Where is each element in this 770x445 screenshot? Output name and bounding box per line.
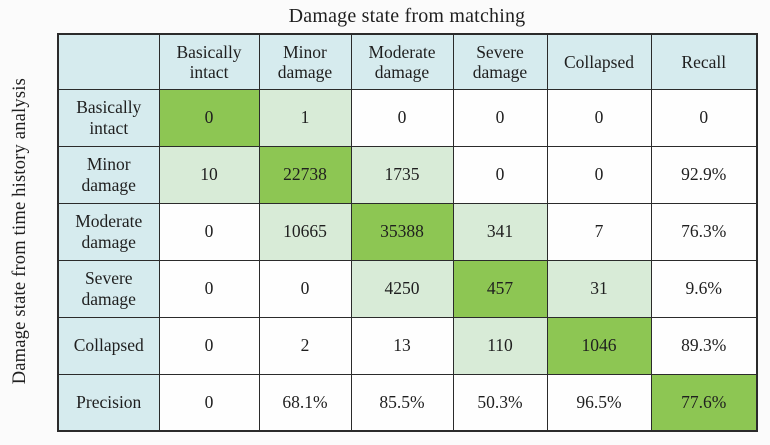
table-row: Minor damage 10 22738 1735 0 0 92.9%	[57, 145, 758, 204]
table-row: Basically intact 0 1 0 0 0 0	[57, 88, 758, 147]
matrix-cell: 10665	[258, 202, 352, 261]
row-header: Minor damage	[57, 145, 160, 204]
precision-cell: 85.5%	[350, 373, 454, 432]
matrix-cell: 0	[158, 259, 260, 318]
matrix-cell: 4250	[350, 259, 454, 318]
column-header: Collapsed	[546, 33, 652, 90]
matrix-cell: 0	[158, 316, 260, 375]
column-header: Moderate damage	[350, 33, 454, 90]
precision-cell: 96.5%	[546, 373, 652, 432]
matrix-cell: 0	[158, 202, 260, 261]
matrix-cell: 7	[546, 202, 652, 261]
matrix-cell: 457	[452, 259, 548, 318]
matrix-cell: 0	[158, 88, 260, 147]
recall-cell: 9.6%	[650, 259, 758, 318]
precision-cell: 50.3%	[452, 373, 548, 432]
matrix-cell: 13	[350, 316, 454, 375]
table-row: Precision 0 68.1% 85.5% 50.3% 96.5% 77.6%	[57, 373, 758, 432]
row-header: Basically intact	[57, 88, 160, 147]
recall-cell: 0	[650, 88, 758, 147]
table-row: Collapsed 0 2 13 110 1046 89.3%	[57, 316, 758, 375]
column-header: Recall	[650, 33, 758, 90]
recall-cell: 92.9%	[650, 145, 758, 204]
row-header: Precision	[57, 373, 160, 432]
matrix-cell: 0	[452, 145, 548, 204]
recall-cell: 89.3%	[650, 316, 758, 375]
matrix-cell: 0	[258, 259, 352, 318]
matrix-cell: 35388	[350, 202, 454, 261]
matrix-cell: 22738	[258, 145, 352, 204]
column-header: Minor damage	[258, 33, 352, 90]
matrix-cell: 0	[546, 145, 652, 204]
table-row: Severe damage 0 0 4250 457 31 9.6%	[57, 259, 758, 318]
overall-accuracy-cell: 77.6%	[650, 373, 758, 432]
recall-cell: 76.3%	[650, 202, 758, 261]
y-axis-label: Damage state from time history analysis	[9, 78, 30, 385]
header-row: Basically intact Minor damage Moderate dam…	[57, 33, 758, 90]
matrix-cell: 1	[258, 88, 352, 147]
row-header: Moderate damage	[57, 202, 160, 261]
matrix-cell: 0	[452, 88, 548, 147]
row-header: Collapsed	[57, 316, 160, 375]
matrix-cell: 1046	[546, 316, 652, 375]
matrix-cell: 31	[546, 259, 652, 318]
precision-cell: 0	[158, 373, 260, 432]
corner-cell	[57, 33, 160, 90]
matrix-cell: 0	[350, 88, 454, 147]
y-axis-label-container: Damage state from time history analysis	[2, 33, 38, 430]
matrix-cell: 0	[546, 88, 652, 147]
matrix-cell: 10	[158, 145, 260, 204]
column-header: Basically intact	[158, 33, 260, 90]
table-row: Moderate damage 0 10665 35388 341 7 76.3%	[57, 202, 758, 261]
matrix-cell: 341	[452, 202, 548, 261]
chart-title: Damage state from matching	[288, 5, 526, 27]
row-header: Severe damage	[57, 259, 160, 318]
column-header: Severe damage	[452, 33, 548, 90]
matrix-cell: 1735	[350, 145, 454, 204]
precision-cell: 68.1%	[258, 373, 352, 432]
matrix-cell: 2	[258, 316, 352, 375]
matrix-cell: 110	[452, 316, 548, 375]
confusion-matrix-table: Basically intact Minor damage Moderate dam…	[57, 33, 758, 432]
